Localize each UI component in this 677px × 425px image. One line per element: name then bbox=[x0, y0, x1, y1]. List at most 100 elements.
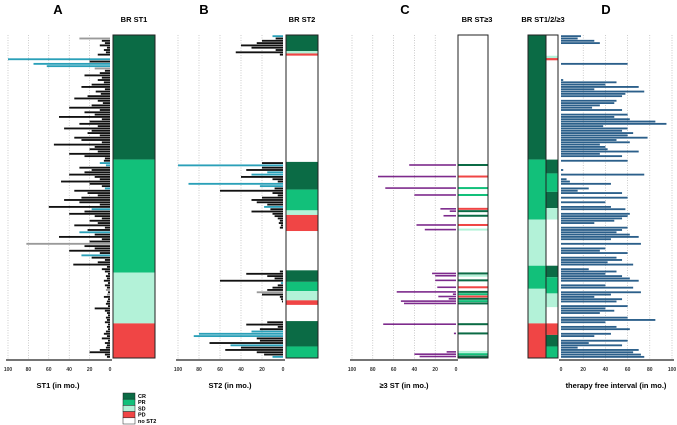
bar-d bbox=[561, 127, 628, 130]
bar-a bbox=[89, 351, 110, 354]
bar-a bbox=[101, 238, 110, 241]
bar-a bbox=[79, 231, 110, 234]
bar-a bbox=[104, 270, 110, 273]
bar-a bbox=[61, 180, 110, 183]
bar-d bbox=[561, 291, 641, 294]
response-segment-cr bbox=[458, 332, 488, 335]
bar-a bbox=[69, 249, 110, 252]
tick-label-c: 40 bbox=[412, 367, 418, 373]
bar-b bbox=[230, 344, 283, 347]
bar-c bbox=[385, 187, 456, 189]
bar-d bbox=[561, 332, 611, 335]
strip-border-b bbox=[285, 34, 319, 359]
bar-b bbox=[220, 189, 283, 192]
bar-a bbox=[103, 279, 110, 282]
bar-a bbox=[84, 74, 110, 77]
response-segment-cr bbox=[458, 297, 488, 300]
bar-d bbox=[561, 295, 595, 298]
tick-label-d: 20 bbox=[580, 367, 586, 373]
legend-swatch-cr bbox=[122, 392, 136, 400]
bar-a bbox=[103, 332, 110, 335]
bar-d bbox=[561, 182, 611, 185]
bar-b bbox=[241, 346, 283, 349]
bar-a bbox=[79, 166, 110, 169]
response-segment-cr bbox=[546, 159, 558, 174]
bar-a bbox=[106, 46, 110, 49]
bar-b bbox=[267, 203, 283, 206]
bar-d bbox=[561, 293, 611, 296]
bar-d bbox=[561, 346, 578, 349]
tick-label-d: 60 bbox=[625, 367, 631, 373]
bar-a bbox=[104, 42, 110, 45]
bar-a bbox=[69, 173, 110, 176]
bar-b bbox=[277, 284, 283, 287]
bar-a bbox=[33, 62, 110, 65]
bar-b bbox=[274, 215, 283, 218]
bar-a bbox=[84, 155, 110, 158]
bar-a bbox=[91, 129, 110, 132]
bar-d bbox=[561, 275, 623, 278]
tick-label-c: 100 bbox=[348, 367, 357, 373]
bar-c bbox=[435, 274, 456, 277]
bar-a bbox=[101, 39, 110, 42]
tick-label-d: 40 bbox=[603, 367, 609, 373]
bar-b bbox=[220, 279, 283, 282]
bar-a bbox=[105, 302, 110, 305]
bar-d bbox=[561, 277, 630, 280]
bar-a bbox=[87, 229, 110, 231]
bar-d bbox=[561, 270, 617, 273]
response-segment-pr bbox=[546, 173, 558, 192]
bar-b bbox=[277, 194, 283, 197]
bar-d bbox=[561, 104, 600, 107]
response-segment-pr bbox=[528, 159, 546, 220]
bar-a bbox=[89, 120, 110, 123]
bar-d bbox=[561, 180, 570, 183]
bar-a bbox=[74, 136, 110, 139]
response-segment-cr bbox=[458, 355, 488, 358]
bar-d bbox=[561, 102, 615, 105]
bar-d bbox=[561, 136, 648, 139]
bar-a bbox=[59, 116, 110, 118]
bar-a bbox=[107, 328, 110, 331]
bar-a bbox=[104, 342, 110, 344]
bar-a bbox=[107, 298, 110, 301]
bar-b bbox=[262, 39, 283, 42]
bar-d bbox=[561, 268, 589, 271]
response-segment-none bbox=[546, 60, 558, 160]
tick-label-a: 80 bbox=[26, 367, 32, 373]
panel-d-title: D bbox=[601, 2, 610, 17]
bar-d bbox=[561, 37, 578, 40]
response-segment-sd bbox=[528, 219, 546, 266]
legend-label-none: no ST2 bbox=[138, 419, 156, 425]
bar-d bbox=[561, 109, 623, 111]
bar-d bbox=[561, 173, 645, 176]
bar-b bbox=[274, 277, 283, 280]
bar-d bbox=[561, 328, 630, 331]
bar-a bbox=[101, 118, 110, 121]
bar-a bbox=[103, 159, 110, 162]
bar-d bbox=[561, 284, 606, 287]
bar-d bbox=[561, 178, 567, 181]
response-segment-cr bbox=[458, 164, 488, 166]
bar-a bbox=[89, 148, 110, 151]
bar-b bbox=[272, 286, 283, 289]
panel-a-strip-title: BR ST1 bbox=[121, 15, 148, 24]
bar-a bbox=[59, 235, 110, 238]
response-segment-cr bbox=[458, 279, 488, 282]
legend-label-cr: CR bbox=[138, 394, 146, 400]
bar-d bbox=[561, 116, 615, 118]
bar-d bbox=[561, 205, 611, 208]
bar-c bbox=[416, 224, 456, 226]
bar-d bbox=[561, 344, 623, 347]
response-segment-pd bbox=[528, 323, 546, 358]
bar-a bbox=[69, 106, 110, 109]
bar-d bbox=[561, 81, 617, 84]
response-segment-none bbox=[546, 307, 558, 324]
bar-b bbox=[193, 335, 283, 338]
bar-b bbox=[264, 353, 283, 356]
bar-a bbox=[106, 265, 110, 268]
response-segment-cr bbox=[458, 302, 488, 305]
bar-b bbox=[272, 192, 283, 194]
bar-a bbox=[106, 312, 110, 314]
